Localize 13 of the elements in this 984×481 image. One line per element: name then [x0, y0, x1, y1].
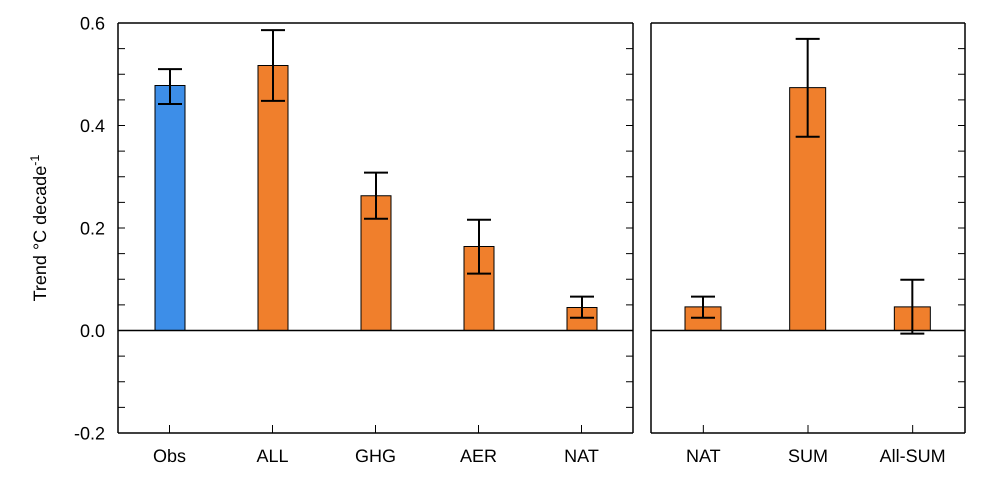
x-tick-label: ALL — [256, 446, 289, 466]
x-tick-label: All-SUM — [880, 446, 946, 466]
x-tick-label: GHG — [354, 446, 396, 466]
y-tick-label: 0.4 — [80, 116, 105, 136]
y-tick-label: 0.6 — [80, 13, 105, 34]
x-tick-label: NAT — [686, 446, 721, 466]
x-tick-label: NAT — [564, 446, 599, 466]
y-tick-label: 0.2 — [80, 218, 105, 238]
x-tick-label: AER — [460, 446, 498, 466]
x-tick-label: SUM — [788, 446, 828, 466]
x-tick-label: Obs — [152, 446, 186, 466]
y-tick-label: -0.2 — [74, 423, 105, 444]
y-tick-label: 0.0 — [80, 320, 105, 341]
